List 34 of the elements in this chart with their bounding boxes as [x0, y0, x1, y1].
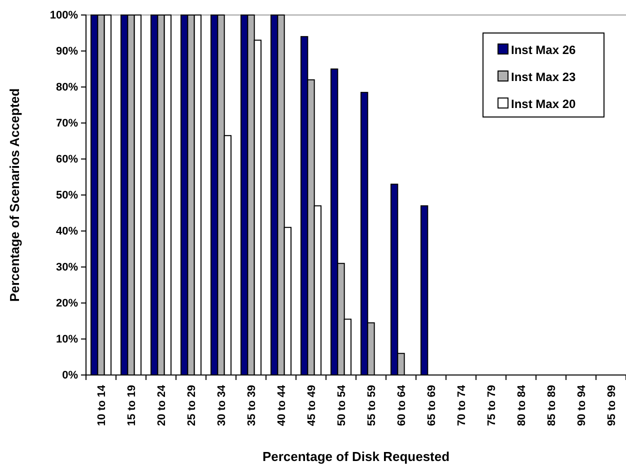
y-tick-label: 20%	[56, 298, 78, 310]
x-tick-label: 40 to 44	[276, 384, 288, 426]
y-axis-title: Percentage of Scenarios Accepted	[7, 88, 22, 302]
y-tick-label: 80%	[56, 82, 78, 94]
x-tick-label: 75 to 79	[486, 385, 498, 426]
x-tick-label: 30 to 34	[216, 384, 228, 426]
y-tick-label: 30%	[56, 262, 78, 274]
x-tick-label: 45 to 49	[306, 385, 318, 426]
x-axis-title: Percentage of Disk Requested	[262, 449, 450, 464]
legend-label: Inst Max 26	[511, 43, 576, 57]
y-tick-label: 50%	[56, 190, 78, 202]
y-tick-label: 70%	[56, 118, 78, 130]
y-tick-label: 10%	[56, 334, 78, 346]
x-tick-label: 25 to 29	[186, 385, 198, 426]
legend-label: Inst Max 23	[511, 70, 576, 84]
x-tick-label: 85 to 89	[546, 385, 558, 426]
x-tick-label: 90 to 94	[576, 384, 588, 426]
x-tick-label: 70 to 74	[456, 384, 468, 426]
y-tick-label: 100%	[50, 10, 78, 22]
legend-label: Inst Max 20	[511, 97, 576, 111]
x-tick-label: 20 to 24	[156, 384, 168, 426]
x-tick-label: 35 to 39	[246, 385, 258, 426]
y-tick-label: 40%	[56, 226, 78, 238]
x-tick-label: 50 to 54	[336, 384, 348, 426]
y-tick-label: 60%	[56, 154, 78, 166]
x-tick-label: 60 to 64	[396, 384, 408, 426]
y-tick-label: 0%	[62, 370, 78, 382]
x-tick-label: 65 to 69	[426, 385, 438, 426]
x-tick-label: 95 to 99	[606, 385, 618, 426]
x-tick-label: 15 to 19	[126, 385, 138, 426]
x-tick-label: 55 to 59	[366, 385, 378, 426]
x-tick-label: 10 to 14	[96, 384, 108, 426]
x-tick-label: 80 to 84	[516, 384, 528, 426]
y-tick-label: 90%	[56, 46, 78, 58]
